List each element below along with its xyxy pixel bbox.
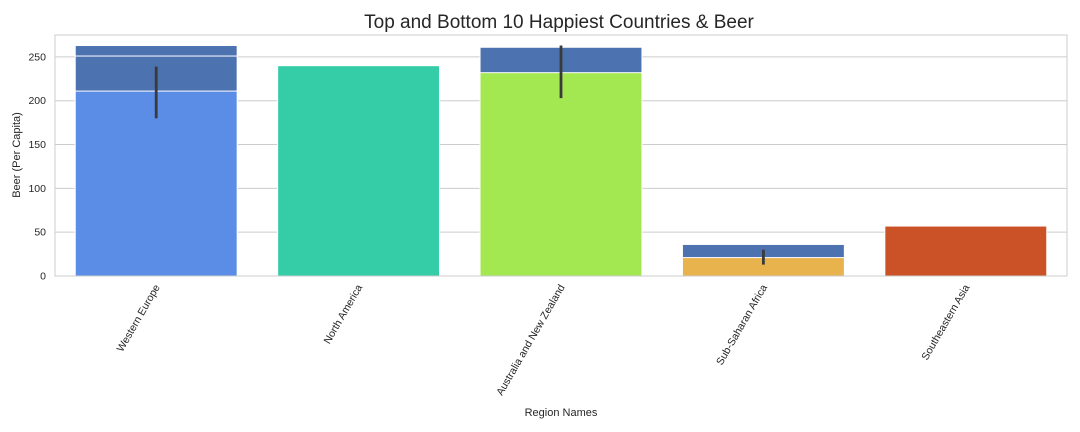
x-tick-label: Australia and New Zealand (494, 282, 568, 397)
bar (74, 90, 238, 277)
chart-title: Top and Bottom 10 Happiest Countries & B… (364, 12, 754, 33)
y-tick-label: 150 (28, 139, 46, 151)
x-tick-label: North America (322, 282, 366, 346)
y-tick-label: 0 (40, 271, 46, 283)
x-tick-label: Southeastern Asia (919, 282, 972, 362)
plot-frame (54, 34, 1068, 277)
x-tick-label: Western Europe (115, 282, 163, 354)
x-axis-label: Region Names (525, 407, 598, 419)
y-tick-label: 100 (28, 183, 46, 195)
bar (884, 225, 1048, 277)
y-axis-label: Beer (Per Capita) (11, 112, 23, 198)
y-tick-label: 250 (28, 51, 46, 63)
error-bars (154, 45, 765, 265)
y-tick-label: 50 (34, 227, 46, 239)
x-tick-label: Sub-Saharan Africa (714, 282, 770, 367)
bar (479, 72, 643, 277)
bars (74, 45, 1048, 277)
bar (277, 65, 441, 277)
y-tick-label: 200 (28, 95, 46, 107)
